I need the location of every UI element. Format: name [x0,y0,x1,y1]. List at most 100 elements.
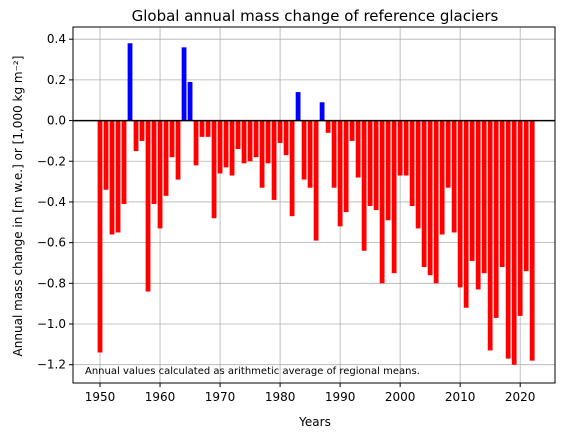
bar [223,120,229,168]
bar [325,120,331,133]
x-tick-label: 1970 [205,390,236,404]
bar [133,120,139,152]
bar [157,120,163,229]
bar [181,47,187,121]
bar [397,120,403,176]
bar [97,120,103,353]
bar [517,120,523,316]
y-tick-label: 0.2 [47,73,66,87]
bar [235,120,241,150]
y-tick-label: −1.0 [37,317,66,331]
bar [139,120,145,141]
bar [469,120,475,261]
y-tick-label: −1.2 [37,358,66,372]
bar [115,120,121,233]
y-tick-label: 0.4 [47,32,66,46]
bar [199,120,205,137]
bar [289,120,295,217]
bar [481,120,487,274]
bar [415,120,421,229]
x-axis-ticks: 1950 1960 1970 1980 1990 2000 2010 2020 [85,383,536,404]
bar [337,120,343,227]
bar [385,120,391,221]
bar [259,120,265,188]
bar [151,120,157,204]
y-axis-label: Annual mass change in [m w.e.] or [1,000… [11,56,25,357]
bar [175,120,181,180]
bar [163,120,169,196]
bar [505,120,511,359]
bar [427,120,433,276]
bar [295,92,301,121]
x-tick-label: 1990 [325,390,356,404]
bar [487,120,493,351]
y-axis-ticks: 0.4 0.2 0.0 −0.2 −0.4 −0.6 −0.8 −1.0 −1.2 [37,32,73,372]
bar [283,120,289,156]
bar [373,120,379,211]
bar [217,120,223,174]
bar [331,120,337,188]
bar [247,120,253,162]
y-tick-label: 0.0 [47,114,66,128]
bar [499,120,505,268]
bar [439,120,445,235]
bar [403,120,409,176]
bar [109,120,115,235]
bar [169,120,175,158]
bar [343,120,349,213]
bar [121,120,127,204]
bar [379,120,385,284]
bar [265,120,271,164]
bar [511,120,517,365]
bar [301,120,307,180]
x-tick-label: 1960 [145,390,176,404]
chart-annotation: Annual values calculated as arithmetic a… [85,366,420,377]
bars [97,43,535,365]
bar [475,120,481,290]
bar [445,120,451,188]
x-tick-label: 1950 [85,390,116,404]
x-tick-label: 2000 [385,390,416,404]
bar [241,120,247,164]
bar [457,120,463,288]
bar [253,120,259,158]
bar [229,120,235,176]
bar [193,120,199,166]
x-tick-label: 1980 [265,390,296,404]
bar [355,120,361,178]
bar [313,120,319,241]
x-tick-label: 2010 [445,390,476,404]
y-tick-label: −0.2 [37,154,66,168]
bar [391,120,397,274]
x-axis-label: Years [298,415,331,429]
x-tick-label: 2020 [505,390,536,404]
bar [433,120,439,284]
bar [421,120,427,268]
bar [349,120,355,141]
y-tick-label: −0.4 [37,195,66,209]
bar [367,120,373,207]
bar [307,120,313,188]
bar [271,120,277,200]
bar [529,120,535,361]
bar [127,43,133,121]
bar [187,81,193,121]
bar [409,120,415,207]
chart-title: Global annual mass change of reference g… [132,7,499,25]
bar [493,120,499,318]
bar [205,120,211,137]
bar [319,102,325,121]
bar [211,120,217,219]
y-tick-label: −0.6 [37,236,66,250]
plot-frame [72,26,556,384]
bar [145,120,151,292]
bar [103,120,109,190]
bar [277,120,283,143]
y-tick-label: −0.8 [37,276,66,290]
bar [451,120,457,233]
bar [463,120,469,308]
bar [523,120,529,272]
bar [361,120,367,251]
